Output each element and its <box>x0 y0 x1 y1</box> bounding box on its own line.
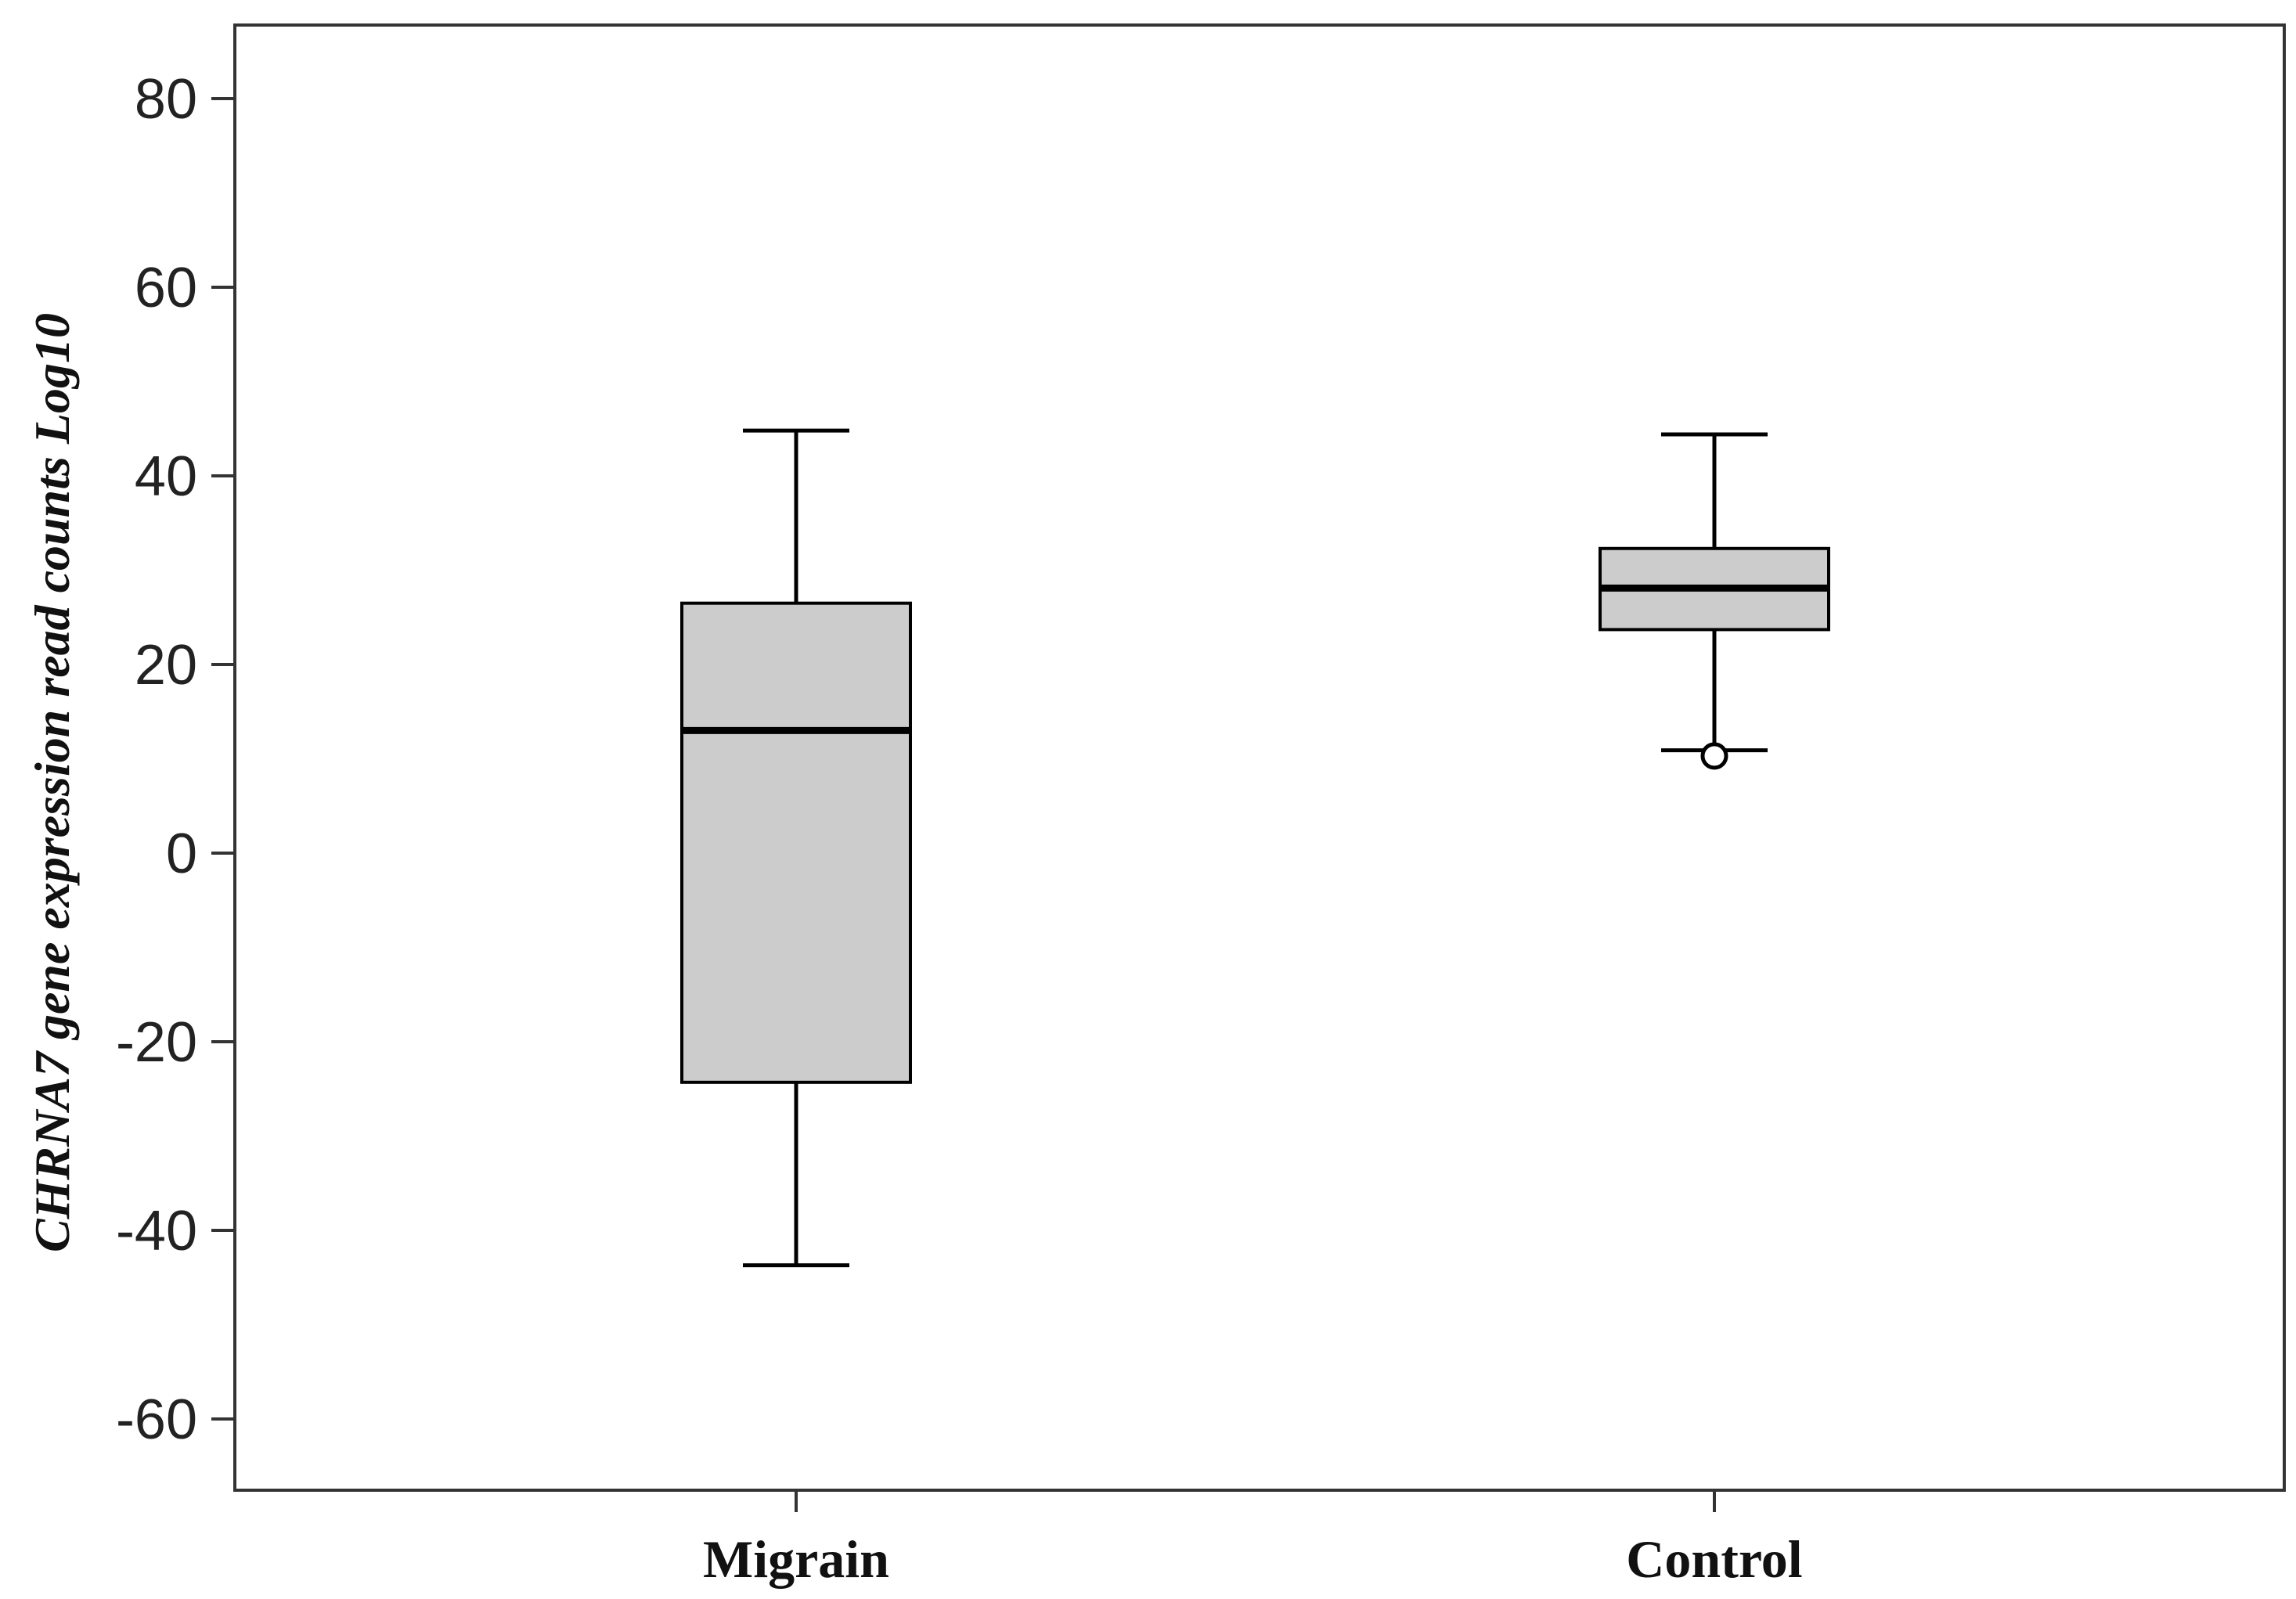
box-control <box>1599 432 1830 770</box>
y-axis: 80 60 40 20 0 -20 -40 -60 <box>116 68 235 1451</box>
y-tick-label: 80 <box>135 68 197 131</box>
y-tick-label: 0 <box>166 823 197 885</box>
box-migrain <box>680 428 912 1268</box>
x-category-label: Migrain <box>703 1529 889 1589</box>
x-axis: Migrain Control <box>703 1490 1803 1589</box>
x-category-label: Control <box>1626 1529 1802 1589</box>
y-axis-title: CHRNA7 gene expression read counts Log10 <box>24 313 80 1252</box>
outlier-point <box>1700 742 1728 770</box>
y-tick-label: 20 <box>135 634 197 697</box>
y-tick-label: -20 <box>116 1011 197 1074</box>
iqr-box <box>680 601 912 1084</box>
y-tick-label: 60 <box>135 257 197 319</box>
y-tick-label: -60 <box>116 1388 197 1451</box>
box-series <box>680 428 1830 1268</box>
plot-frame <box>233 23 2286 1492</box>
y-tick-label: 40 <box>135 445 197 508</box>
y-tick-label: -40 <box>116 1200 197 1262</box>
